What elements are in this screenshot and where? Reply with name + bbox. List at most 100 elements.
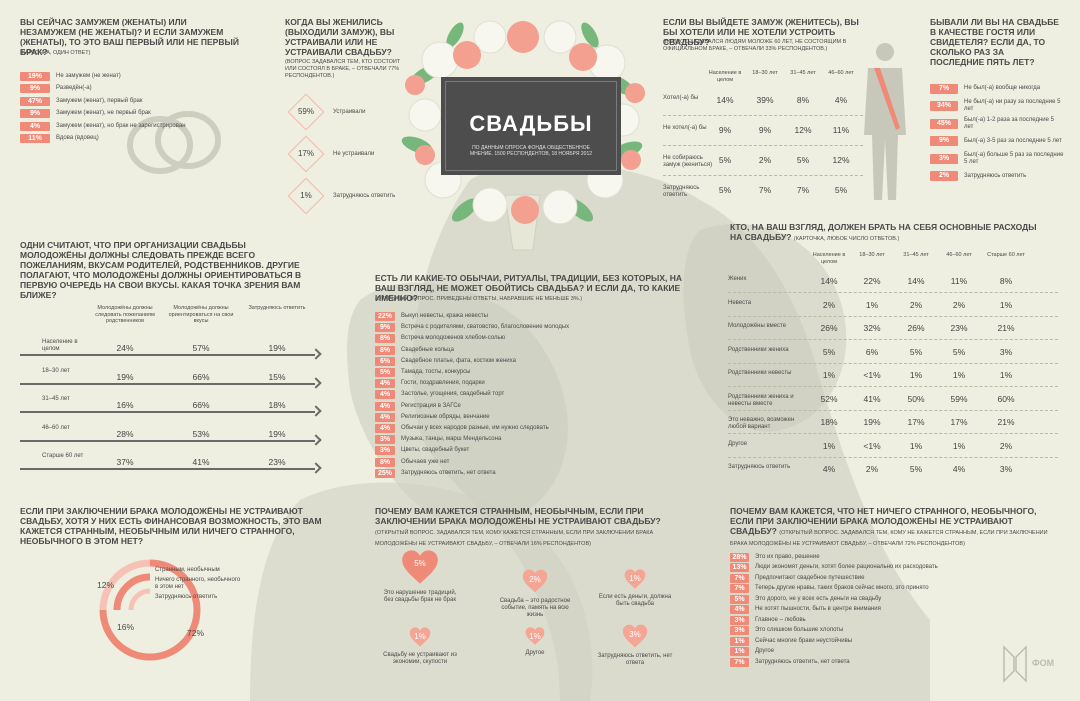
q5-col-header: Молодожёны должны следовать пожеланиям р… <box>95 305 155 324</box>
q4-pct: 2% <box>930 171 958 182</box>
q10-item: 5% Это дорого, не у всех есть деньги на с… <box>730 594 1055 605</box>
q8-ring-chart <box>99 559 201 661</box>
q6-label: Встреча молодоженов хлебом-солью <box>401 335 506 342</box>
q10-title-text: ПОЧЕМУ ВАМ КАЖЕТСЯ, ЧТО НЕТ НИЧЕГО СТРАН… <box>730 506 1037 536</box>
q4-title: БЫВАЛИ ЛИ ВЫ НА СВАДЬБЕ В КАЧЕСТВЕ ГОСТЯ… <box>930 17 1059 67</box>
q10-label: Теперь другие нравы, таких браков сейчас… <box>755 585 929 592</box>
q1-label: Не замужем (не женат) <box>56 72 121 79</box>
q7-cell: 2% <box>865 464 879 474</box>
q4-list: 7% Не был(-а) вообще никогда 34% Не был(-а)… <box>930 80 1064 185</box>
q8-legend-1: Странным, необычным <box>155 567 220 573</box>
q6-pct: 8% <box>375 457 395 467</box>
q10-pct: 7% <box>730 584 749 594</box>
q1-label: Разведён(-а) <box>56 85 92 92</box>
q1-label: Замужем (женат), но брак не зарегистриро… <box>56 122 186 129</box>
q10-pct: 13% <box>730 563 749 573</box>
q5-cell: 19% <box>268 428 286 439</box>
q5-row-label: 31–45 лет <box>42 396 70 402</box>
q7-cell: 4% <box>952 464 966 474</box>
q10-item: 1% Сейчас многие браки неустойчивы <box>730 636 1055 647</box>
q3-cell: 9% <box>758 125 772 135</box>
q7-row-label: Родственники жениха и невесты вместе <box>728 393 794 407</box>
q9-label: Это нарушение традиций, без свадьбы брак… <box>383 590 457 603</box>
q1-item: 19% Не замужем (не женат) <box>20 70 226 83</box>
q1-item: 47% Замужем (женат), первый брак <box>20 95 226 108</box>
q7-cell: 21% <box>997 417 1015 427</box>
q6-pct: 4% <box>375 423 395 433</box>
q6-item: 4% Обычаи у всех народов разные, им нужно… <box>375 423 681 434</box>
heart-icon <box>622 624 648 648</box>
q2-title: КОГДА ВЫ ЖЕНИЛИСЬ (ВЫХОДИЛИ ЗАМУЖ), ВЫ У… <box>285 17 395 57</box>
q9-pct: 1% <box>529 631 541 641</box>
q9-label: Если есть деньги, должна быть свадьба <box>598 594 672 607</box>
q7-row-label: Затрудняюсь ответить <box>728 464 791 470</box>
q1-list: 19% Не замужем (не женат) 9% Разведён(-а) 47… <box>20 70 226 145</box>
q5-cell: 19% <box>268 343 286 353</box>
q7-cell: 2% <box>999 440 1013 451</box>
q7-cell: 41% <box>863 393 881 404</box>
q3-cell: 14% <box>716 95 734 105</box>
q4-label: Был(-а) больше 5 раз за последние 5 лет <box>964 151 1064 165</box>
q10-pct: 5% <box>730 594 749 604</box>
q10-pct: 7% <box>730 573 749 583</box>
q5-arrow <box>20 382 315 385</box>
q8-title: ЕСЛИ ПРИ ЗАКЛЮЧЕНИИ БРАКА МОЛОДОЖЁНЫ НЕ … <box>20 506 322 546</box>
q6-pct: 4% <box>375 390 395 400</box>
q6-label: Затрудняюсь ответить, нет ответа <box>401 469 496 476</box>
q10-label: Это дорого, не у всех есть деньги на сва… <box>755 595 882 602</box>
q5-row-label: 18–30 лет <box>42 367 70 374</box>
q7-cell: 1% <box>952 370 966 380</box>
q2-pct: 1% <box>300 191 312 200</box>
q7-cell: 26% <box>907 323 925 333</box>
q6-pct: 6% <box>375 356 395 366</box>
q5-cell: 41% <box>192 457 210 467</box>
q7-table: Население в целом 18–30 лет 31–45 лет 46–60… <box>728 252 1063 482</box>
q6-pct: 3% <box>375 435 395 445</box>
q3-note: (ВОПРОС ЗАДАВАЛСЯ ЛЮДЯМ МОЛОЖЕ 60 ЛЕТ, Н… <box>663 39 847 52</box>
q3-separator <box>663 145 863 146</box>
q4-label: Был(-а) 3-5 раз за последние 5 лет <box>964 137 1062 144</box>
q3-cell: 2% <box>758 155 772 165</box>
q9-label: Свадьбу не устраивают из экономии, скупо… <box>383 652 457 665</box>
q6-item: 8% Свадебные кольца <box>375 345 681 356</box>
q10-pct: 7% <box>730 657 749 667</box>
page-subtitle: ПО ДАННЫМ ОПРОСА ФОНДА ОБЩЕСТВЕННОЕ МНЕН… <box>469 145 593 157</box>
q6-item: 8% Обычаев уже нет <box>375 456 681 467</box>
q1-pct: 47% <box>20 96 50 106</box>
q6-pct: 4% <box>375 379 395 389</box>
q6-list: 22% Выкуп невесты, кража невесты 9% Встреча… <box>375 311 681 479</box>
q5-col-header: Затрудняюсь ответить <box>248 305 306 311</box>
q7-cell: 5% <box>952 346 966 357</box>
q5-cell: 18% <box>268 400 286 410</box>
q4-pct: 34% <box>930 101 958 112</box>
q3-cell: 8% <box>796 95 810 105</box>
q4-item: 3% Был(-а) больше 5 раз за последние 5 ле… <box>930 150 1064 168</box>
q7-cell: 1% <box>999 299 1013 310</box>
q3-separator <box>663 115 863 116</box>
q7-row-label: Другое <box>728 440 748 447</box>
q1-label: Замужем (женат), не первый брак <box>56 110 151 117</box>
q3-cell: 7% <box>758 185 772 195</box>
q7-cell: 50% <box>907 393 925 404</box>
q6-item: 22% Выкуп невесты, кража невесты <box>375 311 681 322</box>
q8-value-1: 16% <box>117 622 135 632</box>
q2-label: Устраивали <box>333 109 366 115</box>
q9-hearts: 5% Это нарушение традиций, без свадьбы бр… <box>370 548 672 678</box>
q1-pct: 19% <box>20 71 50 81</box>
heart-icon <box>624 569 646 589</box>
q7-cell: 1% <box>909 370 923 380</box>
q3-table: Население в целом 18–30 лет 31–45 лет 46–60… <box>663 70 868 200</box>
q6-note: (ОТКРЫТЫЙ ВОПРОС. ПРИВЕДЕНЫ ОТВЕТЫ, НАБР… <box>375 296 583 302</box>
q5-cell: 16% <box>116 400 134 410</box>
q7-separator <box>728 315 1058 317</box>
q10-pct: 1% <box>730 636 749 646</box>
q7-cell: 5% <box>909 464 923 474</box>
q10-title: ПОЧЕМУ ВАМ КАЖЕТСЯ, ЧТО НЕТ НИЧЕГО СТРАН… <box>730 506 1050 548</box>
q7-cell: 2% <box>952 299 966 310</box>
q10-pct: 3% <box>730 615 749 625</box>
q3-cell: 5% <box>718 155 732 165</box>
q3-cell: 39% <box>756 95 774 105</box>
q4-label: Затрудняюсь ответить <box>964 172 1027 179</box>
q7-row-label: Родственники невесты <box>728 370 792 376</box>
q10-item: 4% Не хотят пышности, быть в центре внима… <box>730 605 1055 616</box>
